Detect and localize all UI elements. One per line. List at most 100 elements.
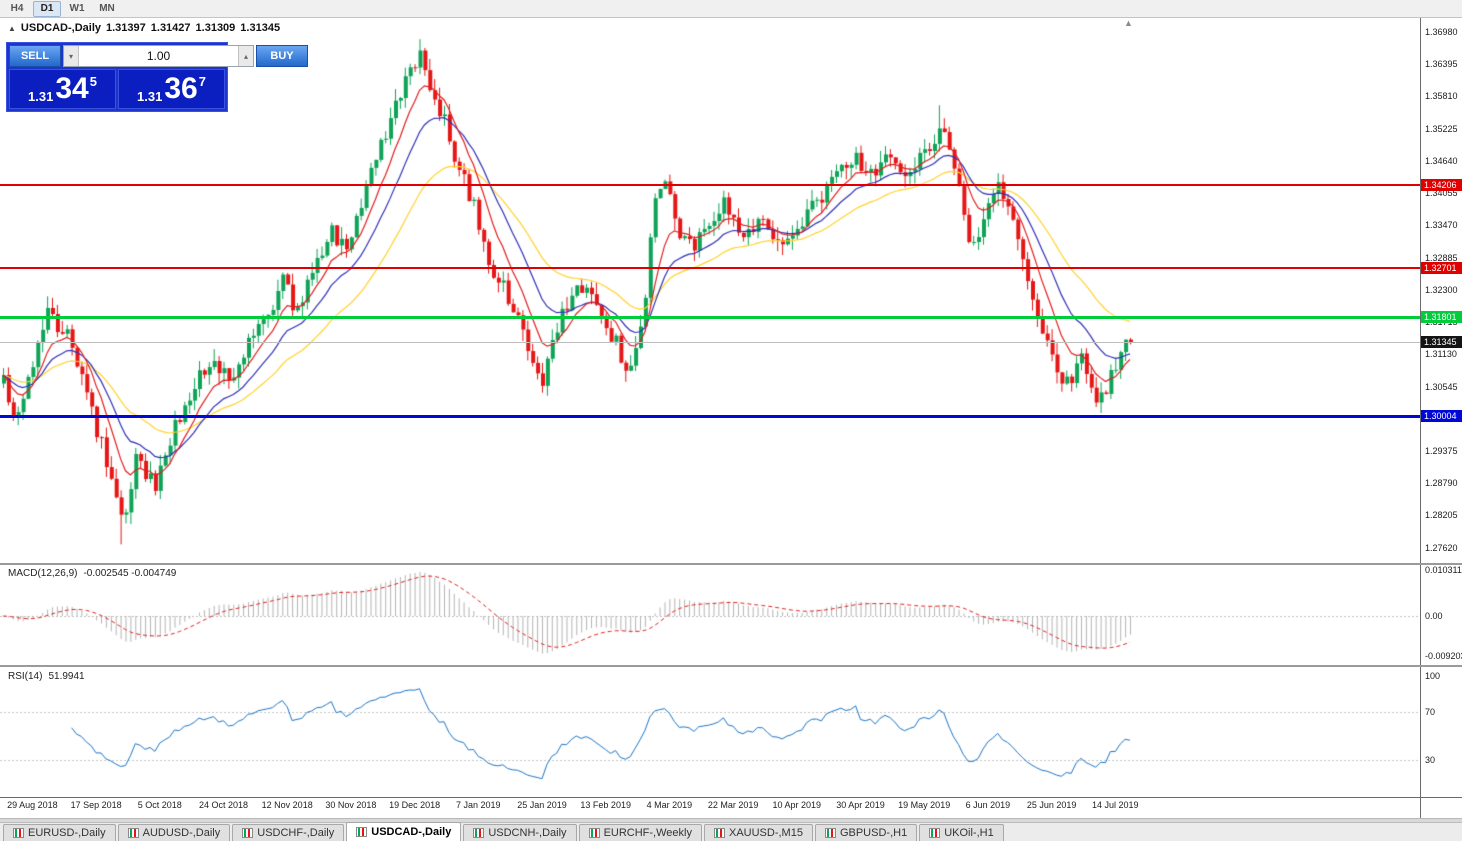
timeframe-button-d1[interactable]: D1	[33, 0, 61, 17]
macd-label: MACD(12,26,9) -0.002545 -0.004749	[8, 568, 176, 579]
chart-header: ▲ USDCAD-,Daily 1.31397 1.31427 1.31309 …	[8, 22, 280, 34]
sell-price-prefix: 1.31	[28, 89, 54, 104]
chart-tab-gbpusd-h1[interactable]: GBPUSD-,H1	[814, 824, 918, 841]
quote-high: 1.31427	[150, 22, 191, 34]
timeframe-button-w1[interactable]: W1	[69, 3, 85, 14]
quote-open: 1.31397	[106, 22, 146, 34]
volume-field[interactable]: ▾ ▴	[63, 45, 254, 67]
chart-tab-icon	[588, 828, 600, 838]
chart-tab-icon	[356, 827, 368, 837]
sell-price-display[interactable]: 1.31 34 5	[9, 69, 116, 109]
price-level-line-1.32701[interactable]	[0, 266, 1420, 269]
chart-tab-icon	[242, 828, 254, 838]
rsi-label: RSI(14) 51.9941	[8, 671, 85, 682]
price-level-line-1.31345[interactable]	[0, 341, 1420, 343]
buy-price-pips: 36	[164, 72, 198, 105]
price-axis-label: 1.28790	[1425, 478, 1458, 489]
price-axis-label: 1.36395	[1425, 59, 1458, 70]
buy-price-prefix: 1.31	[137, 89, 163, 104]
price-level-tag-1.34206: 1.34206	[1421, 178, 1462, 191]
one-click-trading-panel: SELL ▾ ▴ BUY 1.31 34 5 1.31 36 7	[6, 42, 308, 112]
chart-tab-label: GBPUSD-,H1	[839, 827, 908, 839]
chart-tab-icon	[473, 828, 485, 838]
time-axis-label: 4 Mar 2019	[646, 800, 693, 810]
timeframe-button-h4[interactable]: H4	[10, 3, 24, 14]
buy-button[interactable]: BUY	[256, 45, 308, 67]
time-axis-label: 6 Jun 2019	[965, 800, 1011, 810]
chart-shift-marker-icon[interactable]: ▲	[1124, 18, 1133, 28]
time-axis-label: 25 Jun 2019	[1026, 800, 1077, 810]
price-axis-label: 1.36980	[1425, 27, 1458, 37]
quote-close: 1.31345	[240, 22, 281, 34]
rsi-value: 51.9941	[48, 671, 85, 682]
buy-price-display[interactable]: 1.31 36 7	[118, 69, 225, 109]
price-level-tag-1.31345: 1.31345	[1421, 336, 1462, 349]
panel-separator[interactable]	[0, 563, 1462, 565]
volume-increase-button[interactable]: ▴	[238, 46, 253, 66]
price-axis-label: 1.27620	[1425, 542, 1458, 553]
price-axis-label: 1.32300	[1425, 284, 1458, 295]
price-axis-label: 1.34055	[1425, 188, 1458, 199]
time-axis-label: 25 Jan 2019	[517, 800, 567, 810]
chart-tab-icon	[824, 828, 836, 838]
chart-tab-usdcnh-daily[interactable]: USDCNH-,Daily	[463, 824, 577, 841]
chart-tab-xauusd-m15[interactable]: XAUUSD-,M15	[703, 824, 813, 841]
chart-tab-label: USDCHF-,Daily	[257, 827, 335, 839]
price-level-line-1.30004[interactable]	[0, 414, 1420, 418]
chart-tab-label: XAUUSD-,M15	[728, 827, 803, 839]
chart-tab-label: UKOil-,H1	[944, 827, 994, 839]
volume-input[interactable]	[79, 46, 238, 66]
price-axis-label: 1.35810	[1425, 91, 1458, 102]
sell-button[interactable]: SELL	[9, 45, 61, 67]
sell-price-point: 5	[89, 74, 97, 89]
price-level-tag-1.30004: 1.30004	[1421, 410, 1462, 423]
sell-price-pips: 34	[55, 72, 89, 105]
time-axis-label: 24 Oct 2018	[198, 800, 249, 810]
time-axis-label: 10 Apr 2019	[772, 800, 822, 810]
time-axis-label: 19 Dec 2018	[389, 800, 441, 810]
chart-tab-eurusd-daily[interactable]: EURUSD-,Daily	[3, 824, 116, 841]
time-axis[interactable]: 29 Aug 2018 17 Sep 2018 5 Oct 2018 24 Oct 2…	[0, 800, 1420, 815]
chart-tab-usdchf-daily[interactable]: USDCHF-,Daily	[232, 824, 345, 841]
chart-tab-audusd-daily[interactable]: AUDUSD-,Daily	[117, 824, 231, 841]
panel-separator[interactable]	[0, 665, 1462, 667]
price-level-line-1.34206[interactable]	[0, 183, 1420, 186]
chart-tab-icon	[713, 828, 725, 838]
time-axis-label: 12 Nov 2018	[261, 800, 313, 810]
chart-tab-eurchf-weekly[interactable]: EURCHF-,Weekly	[578, 824, 702, 841]
price-axis[interactable]: 1.36980 1.36395 1.35810 1.35225 1.34640 1.340…	[1421, 0, 1462, 841]
chart-tab-ukoil-h1[interactable]: UKOil-,H1	[919, 824, 1004, 841]
one-click-collapse-icon[interactable]: ▲	[8, 23, 16, 33]
time-axis-separator	[0, 797, 1462, 798]
price-axis-label: 1.30545	[1425, 381, 1458, 392]
price-level-tag-1.32701: 1.32701	[1421, 261, 1462, 274]
time-axis-label: 5 Oct 2018	[137, 800, 182, 810]
chart-tab-icon	[127, 828, 139, 838]
price-axis-label: 1.33470	[1425, 220, 1458, 231]
macd-axis-label: 0.010311	[1425, 565, 1462, 575]
chart-tab-icon	[13, 828, 24, 838]
chart-tab-usdcad-daily[interactable]: USDCAD-,Daily	[346, 822, 462, 841]
rsi-title: RSI(14)	[8, 671, 43, 682]
time-axis-label: 22 Mar 2019	[707, 800, 759, 810]
quote-low: 1.31309	[195, 22, 236, 34]
volume-decrease-button[interactable]: ▾	[64, 46, 79, 66]
time-axis-label: 29 Aug 2018	[7, 800, 58, 810]
window-frame	[0, 818, 1462, 823]
chart-tab-label: EURCHF-,Weekly	[603, 827, 692, 839]
price-axis-label: 1.32885	[1425, 252, 1458, 263]
timeframe-button-mn[interactable]: MN	[99, 3, 115, 14]
time-axis-label: 14 Jul 2019	[1092, 800, 1139, 810]
buy-price-point: 7	[198, 74, 206, 89]
time-axis-label: 7 Jan 2019	[456, 800, 501, 810]
macd-axis-label: 0.00	[1425, 611, 1443, 621]
time-axis-label: 13 Feb 2019	[580, 800, 631, 810]
chart-tab-label: EURUSD-,Daily	[28, 827, 106, 839]
time-axis-label: 19 May 2019	[898, 800, 951, 810]
price-axis-label: 1.34640	[1425, 155, 1458, 166]
price-level-line-1.31801[interactable]	[0, 315, 1420, 319]
time-axis-label: 17 Sep 2018	[70, 800, 122, 810]
chart-tabs-bar: EURUSD-,Daily AUDUSD-,Daily USDCHF-,Daily U…	[0, 822, 1462, 841]
price-axis-border	[1420, 17, 1421, 818]
